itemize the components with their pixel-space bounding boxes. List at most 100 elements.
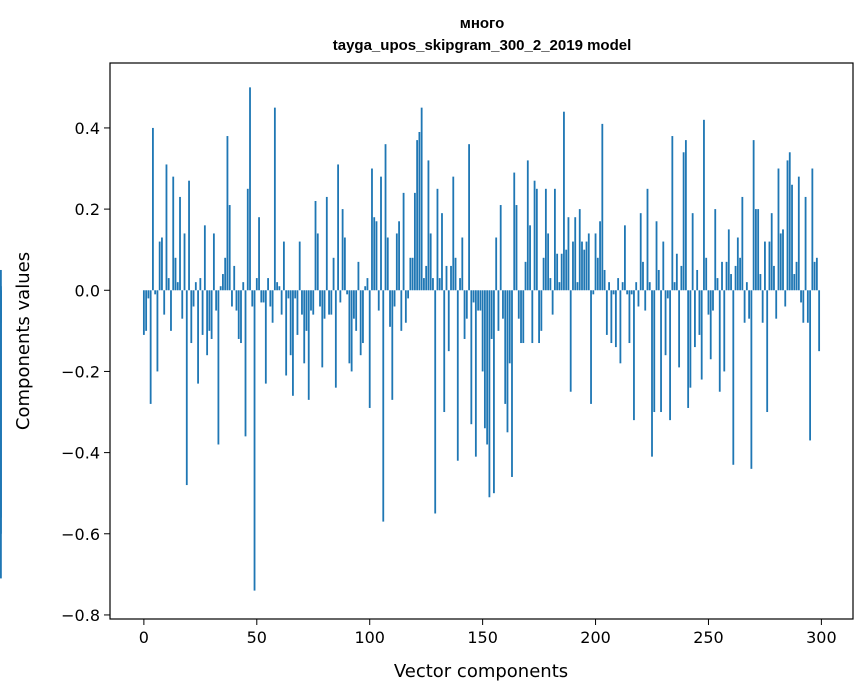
x-tick-label: 0 xyxy=(139,628,149,647)
bar xyxy=(197,290,199,384)
bar xyxy=(576,282,579,291)
bar xyxy=(231,290,233,307)
bar xyxy=(362,290,364,344)
bar xyxy=(192,290,195,307)
bar xyxy=(535,188,538,291)
bar xyxy=(741,196,744,291)
bar xyxy=(219,286,222,291)
bars-group xyxy=(0,87,821,591)
bar xyxy=(267,278,269,291)
bar xyxy=(768,241,771,291)
bar xyxy=(721,261,723,291)
bar xyxy=(574,217,577,291)
bar xyxy=(280,290,283,315)
bar xyxy=(486,290,489,445)
bar xyxy=(334,290,337,388)
bar xyxy=(648,282,651,291)
bar xyxy=(682,152,685,291)
bar xyxy=(716,278,719,291)
bar xyxy=(551,290,554,315)
bar xyxy=(815,257,818,291)
bar xyxy=(553,188,556,291)
bar xyxy=(775,290,778,319)
bar xyxy=(233,265,236,291)
bar xyxy=(409,257,412,291)
x-tick-label: 200 xyxy=(580,628,611,647)
bar xyxy=(637,290,640,307)
bar xyxy=(0,269,2,291)
bar xyxy=(635,282,638,291)
bar xyxy=(215,290,218,311)
bar xyxy=(282,241,285,291)
bar xyxy=(172,176,175,291)
bar xyxy=(411,257,414,291)
bar xyxy=(452,176,455,291)
bar xyxy=(289,290,292,356)
bar xyxy=(594,233,597,291)
bar xyxy=(605,290,608,335)
bar xyxy=(416,140,419,291)
bar xyxy=(188,180,190,291)
bar xyxy=(547,233,550,291)
x-axis-label: Vector components xyxy=(394,661,568,682)
bar xyxy=(752,140,755,291)
bar xyxy=(269,290,272,307)
bar xyxy=(303,290,306,364)
bar xyxy=(707,290,710,315)
bar xyxy=(572,241,574,291)
bar xyxy=(646,188,649,291)
bar xyxy=(481,290,484,372)
bar xyxy=(675,253,678,291)
bar xyxy=(395,233,398,291)
bar xyxy=(669,290,671,421)
bar xyxy=(809,290,811,441)
bar xyxy=(587,233,590,291)
bar xyxy=(206,290,209,356)
chart-subtitle: tayga_upos_skipgram_300_2_2019 model xyxy=(333,37,632,54)
bar xyxy=(190,290,193,344)
bar xyxy=(145,290,148,331)
bar xyxy=(563,111,565,291)
bar xyxy=(152,127,154,291)
bar xyxy=(495,237,498,291)
bar xyxy=(391,290,394,400)
bar xyxy=(712,290,714,311)
bar xyxy=(493,290,495,494)
bar xyxy=(296,290,299,335)
bar xyxy=(490,290,493,339)
bar xyxy=(398,221,400,291)
bar xyxy=(800,290,802,303)
bar xyxy=(224,257,227,291)
bar xyxy=(181,290,184,319)
bar xyxy=(806,290,809,323)
bar xyxy=(813,261,816,291)
bar xyxy=(660,290,662,413)
bar xyxy=(784,290,787,307)
bar xyxy=(651,290,653,457)
bar xyxy=(488,290,491,498)
bar xyxy=(709,290,712,360)
bar xyxy=(380,176,382,291)
bar xyxy=(454,257,457,291)
bar xyxy=(330,290,333,315)
bar xyxy=(208,290,211,331)
bar xyxy=(750,290,753,469)
bar xyxy=(761,290,764,323)
bar xyxy=(278,286,281,291)
bar xyxy=(436,188,439,291)
bar xyxy=(337,164,339,291)
bar xyxy=(389,290,391,327)
bar xyxy=(468,144,470,291)
bar xyxy=(779,233,782,291)
bar xyxy=(316,233,319,291)
bar xyxy=(730,274,732,291)
bar xyxy=(673,282,676,291)
bar xyxy=(734,265,737,291)
bar xyxy=(425,265,428,291)
bar xyxy=(163,290,166,315)
bar xyxy=(642,261,644,291)
bar xyxy=(565,249,568,291)
bar xyxy=(194,282,197,291)
bar xyxy=(549,278,552,291)
bar xyxy=(413,192,416,291)
